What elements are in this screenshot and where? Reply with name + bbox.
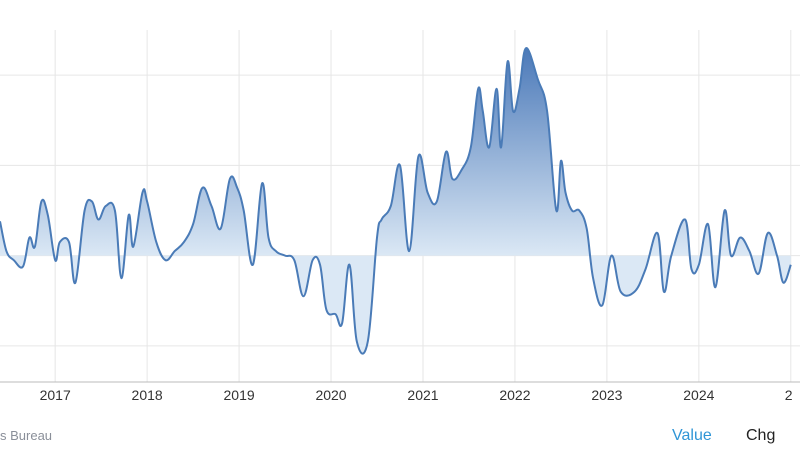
tab-value[interactable]: Value — [672, 427, 712, 444]
tab-chg[interactable]: Chg — [746, 427, 776, 444]
x-tick-label: 2023 — [591, 387, 622, 403]
x-tick-label: 2019 — [224, 387, 255, 403]
x-tick-label: 2021 — [407, 387, 438, 403]
x-tick-label: 2020 — [315, 387, 346, 403]
source-label: s Bureau — [0, 428, 53, 443]
area-layer — [0, 47, 792, 355]
x-axis: 2017 2018 2019 2020 2021 2022 2023 2024 2 — [0, 381, 800, 403]
x-tick-label: 2017 — [40, 387, 71, 403]
x-tick-label: 2018 — [132, 387, 163, 403]
x-tick-label: 2 — [785, 387, 793, 403]
x-tick-label: 2024 — [683, 387, 714, 403]
series-line — [0, 47, 792, 355]
x-tick-label: 2022 — [499, 387, 530, 403]
area-fill — [0, 48, 791, 354]
